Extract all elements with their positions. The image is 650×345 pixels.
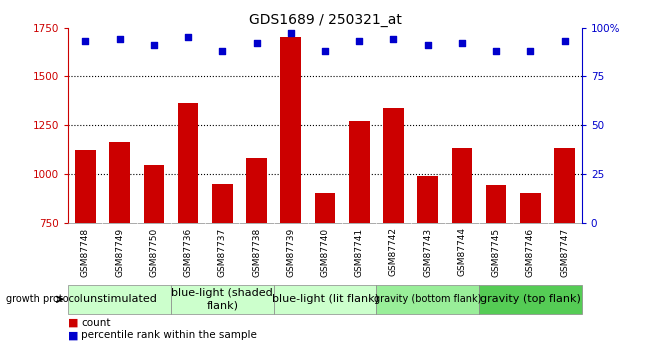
Text: GSM87740: GSM87740 [320, 227, 330, 277]
Bar [349, 121, 369, 223]
Text: GSM87739: GSM87739 [286, 227, 295, 277]
Bar [479, 285, 582, 314]
Bar [486, 185, 506, 223]
Text: growth protocol: growth protocol [6, 295, 83, 304]
Text: blue-light (shaded
flank): blue-light (shaded flank) [172, 288, 273, 310]
Text: GSM87737: GSM87737 [218, 227, 227, 277]
Text: GSM87738: GSM87738 [252, 227, 261, 277]
Point [285, 31, 296, 36]
Text: percentile rank within the sample: percentile rank within the sample [81, 331, 257, 340]
Bar [520, 193, 541, 223]
Bar [246, 158, 266, 223]
Point [80, 39, 90, 44]
Text: ■: ■ [68, 318, 79, 327]
Text: GSM87744: GSM87744 [458, 227, 467, 276]
Bar [144, 165, 164, 223]
Text: GSM87745: GSM87745 [491, 227, 500, 277]
Text: GSM87742: GSM87742 [389, 227, 398, 276]
Text: unstimulated: unstimulated [83, 294, 157, 304]
Text: ■: ■ [68, 331, 79, 340]
Bar [75, 150, 96, 223]
Bar [452, 148, 472, 223]
Point [525, 48, 536, 54]
Text: GSM87747: GSM87747 [560, 227, 569, 277]
Point [183, 34, 193, 40]
Text: GSM87746: GSM87746 [526, 227, 535, 277]
Point [491, 48, 501, 54]
Text: gravity (top flank): gravity (top flank) [480, 294, 581, 304]
Text: GSM87748: GSM87748 [81, 227, 90, 277]
Point [217, 48, 228, 54]
Text: GSM87749: GSM87749 [115, 227, 124, 277]
Text: GSM87736: GSM87736 [183, 227, 192, 277]
Text: count: count [81, 318, 110, 327]
Bar [212, 184, 233, 223]
Point [149, 42, 159, 48]
Bar [315, 193, 335, 223]
Point [422, 42, 433, 48]
Text: GSM87741: GSM87741 [355, 227, 364, 277]
Text: GSM87750: GSM87750 [150, 227, 159, 277]
Bar [417, 176, 438, 223]
Bar [109, 142, 130, 223]
Text: GSM87743: GSM87743 [423, 227, 432, 277]
Text: gravity (bottom flank): gravity (bottom flank) [374, 294, 482, 304]
Point [560, 39, 570, 44]
Bar [376, 285, 479, 314]
Point [354, 39, 365, 44]
Point [252, 40, 262, 46]
Point [457, 40, 467, 46]
Bar [68, 285, 171, 314]
Point [388, 37, 398, 42]
Text: blue-light (lit flank): blue-light (lit flank) [272, 294, 378, 304]
Bar [384, 108, 404, 223]
Bar [171, 285, 274, 314]
Point [114, 37, 125, 42]
Point [320, 48, 330, 54]
Title: GDS1689 / 250321_at: GDS1689 / 250321_at [248, 12, 402, 27]
Bar [554, 148, 575, 223]
Bar [178, 103, 198, 223]
Bar [281, 37, 301, 223]
Bar [274, 285, 376, 314]
